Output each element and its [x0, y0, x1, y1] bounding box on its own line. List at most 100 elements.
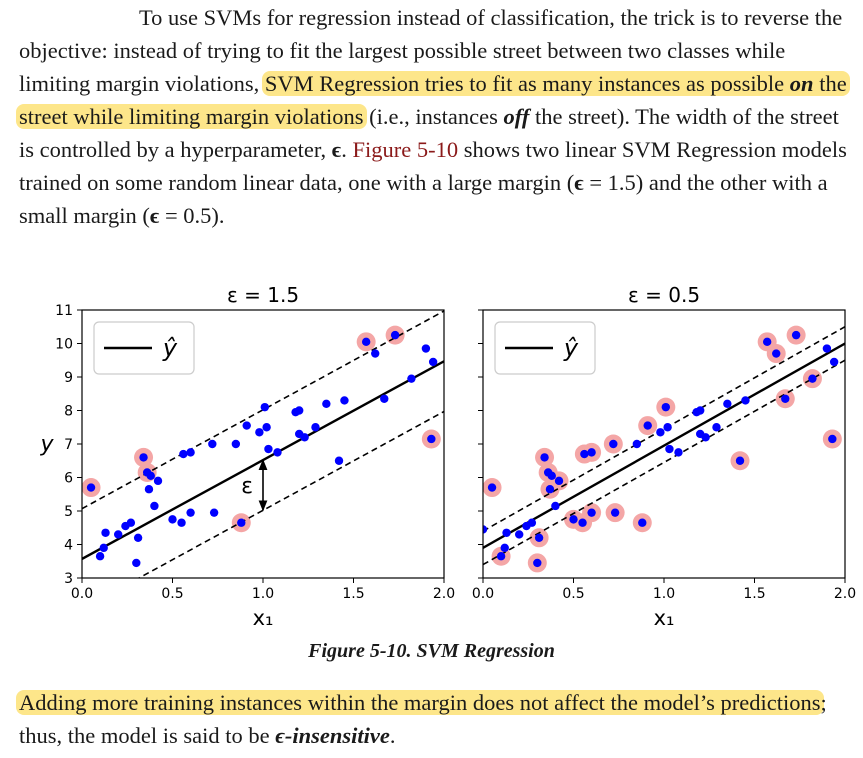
data-point [260, 402, 270, 412]
x-tick-label: 0.0 [71, 586, 93, 602]
chart-panel-large-margin: ε = 1.5 ε 0.0 0.5 1.0 1.5 2.0 x₁ 3 4 5 6 7 8 9 10 11 y ŷ [39, 283, 455, 630]
x-tick-label: 1.5 [342, 586, 364, 602]
data-point [551, 501, 560, 511]
data-point [580, 449, 589, 459]
data-point [380, 394, 389, 403]
data-point [132, 558, 141, 568]
data-point [264, 444, 273, 454]
data-point [179, 449, 188, 459]
data-point [262, 423, 271, 432]
conclusion-paragraph: Adding more training instances within th… [16, 686, 849, 752]
data-point [237, 518, 246, 527]
data-point [674, 448, 683, 457]
data-point [822, 344, 832, 353]
y-tick-label: 6 [64, 471, 73, 487]
figure-link[interactable]: Figure 5-10 [352, 137, 459, 162]
x-tick-label: 1.0 [252, 586, 274, 602]
data-point [772, 349, 781, 358]
regression-line [483, 342, 845, 549]
data-point [500, 543, 509, 553]
data-point [273, 448, 282, 457]
legend-label: ŷ [563, 334, 579, 362]
upper-margin-line [82, 310, 444, 510]
data-point [540, 453, 549, 462]
chart-title: ε = 0.5 [628, 283, 700, 307]
data-point [741, 396, 750, 405]
epsilon-symbol: ϵ [331, 137, 342, 162]
data-point [150, 501, 159, 511]
data-point [146, 471, 155, 481]
highlight-text: SVM Regression tries to fit as many inst… [264, 71, 790, 96]
data-point [587, 508, 596, 517]
data-point [186, 508, 195, 517]
data-point [515, 530, 524, 539]
data-point [638, 518, 647, 527]
data-point [126, 518, 136, 527]
data-point [322, 399, 331, 408]
data-point [496, 552, 506, 561]
data-point [569, 515, 578, 524]
data-point [255, 428, 264, 437]
data-point [427, 434, 436, 444]
data-point [168, 515, 177, 524]
chart-panel-small-margin: ε = 0.5 0.0 0.5 1.0 1.5 2.0 x₁ ŷ [472, 283, 856, 630]
text-run: . [389, 723, 396, 748]
x-axis-label: x₁ [654, 606, 675, 630]
epsilon-symbol: ϵ [149, 203, 160, 228]
data-point [144, 485, 154, 494]
data-point [762, 337, 772, 347]
epsilon-label: ε [241, 474, 253, 499]
highlight-text-end: the street while limiting margin violati… [19, 71, 847, 129]
data-point [663, 423, 672, 432]
x-axis-label: x₁ [253, 606, 274, 630]
data-point [340, 396, 349, 405]
data-point [735, 456, 745, 465]
data-point [487, 483, 497, 492]
data-point [587, 448, 596, 457]
data-point [311, 423, 320, 432]
y-axis-label: y [39, 432, 54, 457]
data-point [114, 530, 123, 539]
emphasis-epsilon-insensitive: ϵ-insensitive [275, 723, 390, 748]
data-point [139, 453, 148, 462]
figure-caption: Figure 5-10. SVM Regression [308, 640, 555, 662]
text-run: To use SVMs for regression instead of cl… [19, 5, 843, 96]
y-tick-label: 3 [64, 571, 73, 587]
x-tick-label: 0.5 [161, 586, 183, 602]
intro-paragraph: To use SVMs for regression instead of cl… [16, 1, 850, 232]
text-run: . [341, 137, 353, 162]
plot-area [82, 310, 444, 578]
highlight-margin-insensitive: Adding more training instances within th… [16, 690, 824, 715]
data-point [534, 533, 544, 542]
data-point [829, 357, 839, 367]
data-point [186, 448, 195, 457]
data-point [781, 394, 790, 403]
data-point [428, 357, 438, 367]
data-point [300, 433, 309, 442]
data-point [723, 399, 732, 408]
y-tick-label: 10 [55, 337, 73, 353]
x-tick-label: 0.0 [472, 586, 494, 602]
data-point [177, 518, 186, 527]
data-point [828, 434, 837, 444]
y-tick-label: 5 [64, 504, 73, 520]
data-point [209, 508, 219, 517]
data-point [545, 485, 555, 494]
data-point [696, 406, 705, 415]
plot-area [483, 325, 845, 573]
data-point [578, 518, 587, 527]
x-tick-label: 1.0 [653, 586, 675, 602]
legend-label: ŷ [162, 334, 178, 362]
data-point [665, 444, 674, 454]
data-point [101, 528, 110, 537]
data-point [95, 552, 105, 561]
y-tick-label: 7 [64, 437, 73, 453]
emphasis-off: off [503, 104, 530, 129]
data-point [643, 421, 652, 430]
chart-title: ε = 1.5 [227, 283, 299, 307]
data-point [407, 374, 416, 383]
text-run: ; thus, the model is said to be [19, 690, 827, 748]
data-point [661, 402, 671, 412]
x-tick-label: 2.0 [433, 586, 455, 602]
text-run: shows two linear SVM Regression models t… [19, 137, 847, 195]
